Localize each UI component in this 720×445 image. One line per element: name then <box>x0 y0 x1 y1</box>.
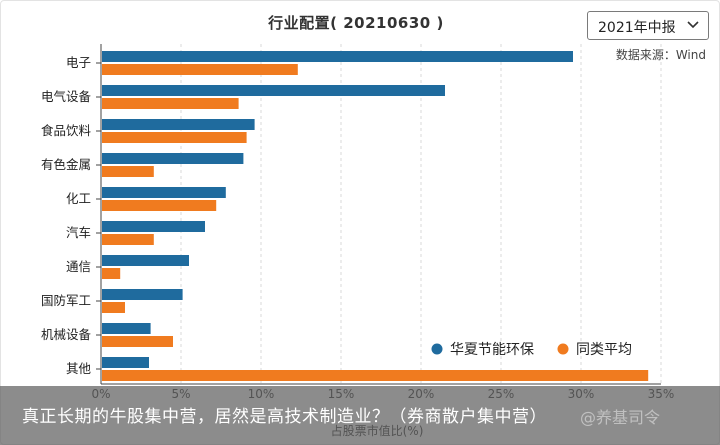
video-caption: 真正长期的牛股集中营，居然是高技术制造业？（券商散户集中营） <box>22 407 547 427</box>
bar-peer-average <box>102 132 247 143</box>
chevron-down-icon <box>687 21 699 29</box>
bar-fund <box>102 255 189 266</box>
bar-fund <box>102 85 445 96</box>
period-select[interactable]: 2021年中报 <box>587 11 709 40</box>
caption-overlay <box>0 386 720 445</box>
y-tick-label: 有色金属 <box>41 157 91 172</box>
bar-fund <box>102 51 573 62</box>
bar-fund <box>102 119 255 130</box>
bar-fund <box>102 221 205 232</box>
y-tick-label: 化工 <box>66 191 91 206</box>
y-tick-label: 机械设备 <box>41 327 92 342</box>
bar-fund <box>102 323 151 334</box>
bar-peer-average <box>102 234 154 245</box>
bar-fund <box>102 357 149 368</box>
y-tick-label: 食品饮料 <box>41 123 92 138</box>
y-tick-label: 国防军工 <box>41 293 91 308</box>
bar-peer-average <box>102 268 121 279</box>
legend-marker <box>431 343 443 355</box>
bar-peer-average <box>102 166 154 177</box>
bar-peer-average <box>102 302 125 313</box>
y-tick-label: 其他 <box>66 361 92 376</box>
bar-peer-average <box>102 200 217 211</box>
y-tick-label: 汽车 <box>66 225 91 240</box>
y-tick-label: 通信 <box>66 259 91 274</box>
bar-fund <box>102 153 244 164</box>
data-source-label: 数据来源：Wind <box>615 48 706 62</box>
y-tick-label: 电气设备 <box>41 89 92 104</box>
watermark: @养基司令 <box>580 408 661 427</box>
y-tick-label: 电子 <box>66 55 91 70</box>
bar-fund <box>102 289 183 300</box>
bar-peer-average <box>102 98 239 109</box>
period-select-value: 2021年中报 <box>598 20 676 36</box>
bar-fund <box>102 187 226 198</box>
chart-title: 行业配置( 20210630 ) <box>268 14 444 32</box>
bar-peer-average <box>102 336 173 347</box>
bar-peer-average <box>102 370 649 381</box>
legend-marker <box>557 343 569 355</box>
bar-peer-average <box>102 64 298 75</box>
legend-label: 同类平均 <box>576 342 632 358</box>
legend-label: 华夏节能环保 <box>450 342 534 358</box>
